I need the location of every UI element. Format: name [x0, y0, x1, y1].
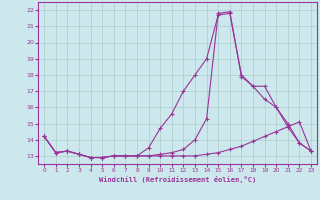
X-axis label: Windchill (Refroidissement éolien,°C): Windchill (Refroidissement éolien,°C)	[99, 176, 256, 183]
